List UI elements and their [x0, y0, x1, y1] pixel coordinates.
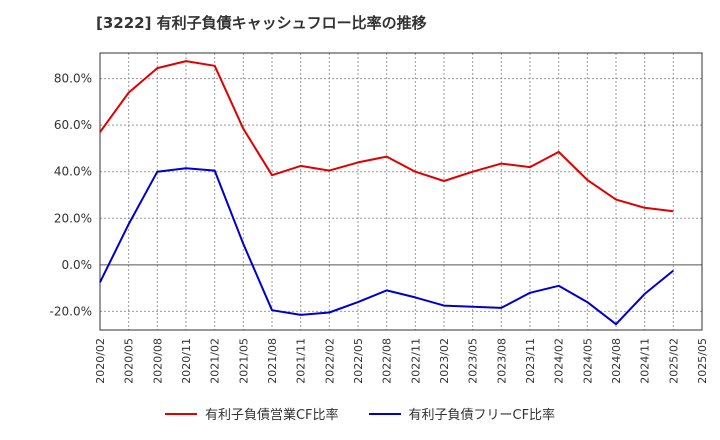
x-tick-label: 2020/11: [180, 338, 193, 384]
legend-swatch-operating-cf: [164, 412, 197, 415]
legend-item-free-cf: 有利子負債フリーCF比率: [368, 404, 556, 423]
x-tick-label: 2021/11: [295, 338, 308, 384]
legend-label-operating-cf: 有利子負債営業CF比率: [204, 408, 339, 423]
x-tick-label: 2022/08: [381, 338, 394, 384]
x-tick-label: 2023/08: [495, 338, 508, 384]
chart-title: [3222] 有利子負債キャッシュフロー比率の推移: [96, 14, 427, 32]
y-tick-label: 60.0%: [54, 118, 92, 132]
legend: 有利子負債営業CF比率 有利子負債フリーCF比率: [0, 404, 720, 423]
y-tick-label: -20.0%: [50, 304, 92, 318]
x-tick-label: 2025/02: [667, 338, 680, 384]
y-tick-label: 40.0%: [54, 165, 92, 179]
x-tick-label: 2022/05: [352, 338, 365, 384]
x-tick-label: 2024/11: [639, 338, 652, 384]
x-tick-label: 2022/02: [323, 338, 336, 384]
plot-frame: [99, 52, 703, 331]
legend-label-free-cf: 有利子負債フリーCF比率: [408, 408, 556, 423]
x-tick-label: 2021/08: [266, 338, 279, 384]
x-tick-label: 2024/02: [553, 338, 566, 384]
x-tick-label: 2020/02: [94, 338, 107, 384]
x-tick-label: 2022/11: [409, 338, 422, 384]
y-tick-label: 80.0%: [54, 72, 92, 86]
x-tick-label: 2021/02: [209, 338, 222, 384]
x-tick-label: 2025/05: [696, 338, 709, 384]
x-tick-label: 2023/11: [524, 338, 537, 384]
x-tick-label: 2020/05: [123, 338, 136, 384]
x-tick-label: 2024/05: [581, 338, 594, 384]
x-tick-label: 2023/05: [467, 338, 480, 384]
series-line-operating-cf: [99, 60, 674, 213]
legend-item-operating-cf: 有利子負債営業CF比率: [164, 404, 339, 423]
x-tick-label: 2021/05: [237, 338, 250, 384]
y-tick-label: 20.0%: [54, 211, 92, 225]
x-tick-label: 2024/08: [610, 338, 623, 384]
x-tick-label: 2023/02: [438, 338, 451, 384]
x-tick-label: 2020/08: [151, 338, 164, 384]
y-tick-label: 0.0%: [62, 258, 93, 272]
legend-swatch-free-cf: [368, 412, 401, 415]
series-line-free-cf: [99, 167, 674, 326]
